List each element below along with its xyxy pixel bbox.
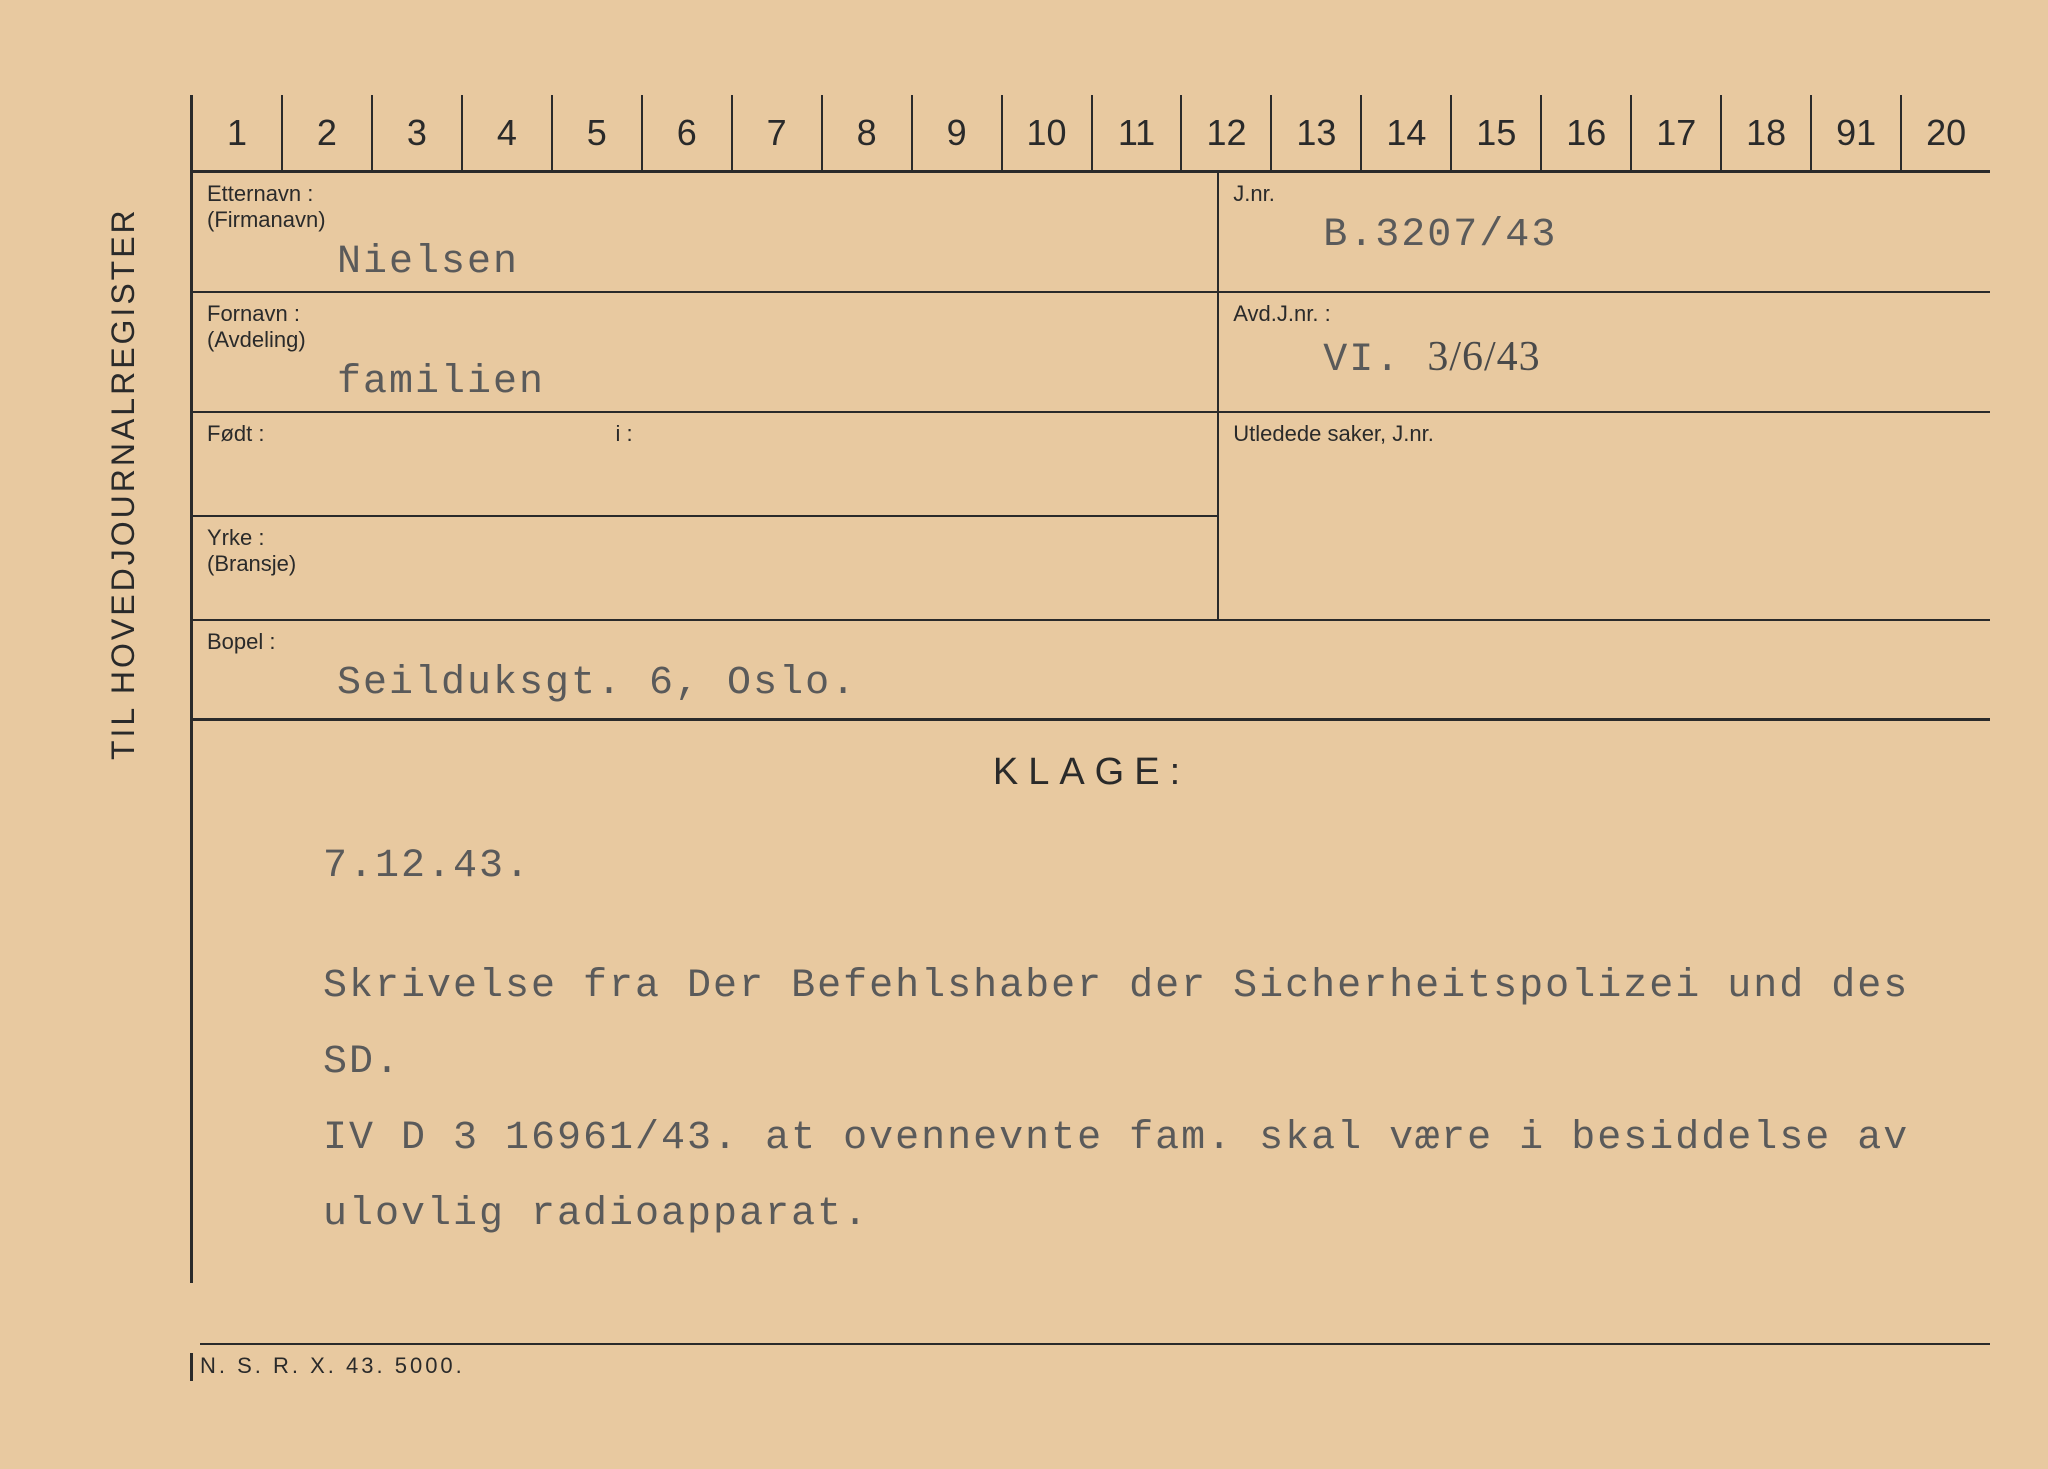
label-etternavn: Etternavn : [207,181,1203,207]
klage-body: Skrivelse fra Der Befehlshaber der Siche… [223,949,1960,1253]
number-cell: 7 [733,95,823,170]
field-bopel: Bopel : Seilduksgt. 6, Oslo. [190,621,1990,721]
klage-line: IV D 3 16961/43. at ovennevnte fam. skal… [323,1101,1940,1177]
number-cell: 4 [463,95,553,170]
form-area: 1234567891011121314151617189120 Etternav… [190,95,1990,1283]
index-card: TIL HOVEDJOURNALREGISTER 123456789101112… [45,40,2003,1429]
field-yrke: Yrke : (Bransje) [193,517,1217,621]
number-cell: 5 [553,95,643,170]
number-cell: 11 [1093,95,1183,170]
number-cell: 12 [1182,95,1272,170]
field-utledede: Utledede saker, J.nr. [1219,413,1990,621]
number-cell: 16 [1542,95,1632,170]
footer-left-tick [190,1353,193,1381]
number-row: 1234567891011121314151617189120 [190,95,1990,173]
value-fornavn: familien [207,354,1203,411]
value-yrke [207,578,1203,626]
label-avdjnr: Avd.J.nr. : [1233,301,1976,327]
number-cell: 91 [1812,95,1902,170]
label-utledede: Utledede saker, J.nr. [1233,421,1976,447]
value-jnr: B.3207/43 [1233,207,1976,264]
value-avdjnr: VI. 3/6/43 [1233,327,1976,389]
value-fodt [207,447,606,495]
value-etternavn: Nielsen [207,234,1203,291]
number-cell: 20 [1902,95,1990,170]
klage-line: ulovlig radioapparat. [323,1177,1940,1253]
value-avdjnr-hand: 3/6/43 [1427,334,1540,380]
number-cell: 2 [283,95,373,170]
footer-note: N. S. R. X. 43. 5000. [200,1343,1990,1379]
label-yrke: Yrke : [207,525,1203,551]
field-etternavn: Etternavn : (Firmanavn) Nielsen [193,173,1217,293]
number-cell: 1 [193,95,283,170]
number-cell: 3 [373,95,463,170]
label-jnr: J.nr. [1233,181,1976,207]
value-fodt-i [616,447,1204,495]
sublabel-etternavn: (Firmanavn) [207,207,326,232]
klage-date: 7.12.43. [223,844,1960,889]
upper-grid: Etternavn : (Firmanavn) Nielsen Fornavn … [190,173,1990,621]
sublabel-yrke: (Bransje) [207,551,296,576]
number-cell: 14 [1362,95,1452,170]
right-column: J.nr. B.3207/43 Avd.J.nr. : VI. 3/6/43 U… [1217,173,1990,621]
field-fodt: Født : i : [193,413,1217,517]
label-fodt-i: i : [616,421,1204,447]
label-bopel: Bopel : [207,629,1976,655]
label-fornavn: Fornavn : [207,301,1203,327]
field-jnr: J.nr. B.3207/43 [1219,173,1990,293]
klage-heading: KLAGE: [223,751,1960,794]
klage-line: Skrivelse fra Der Befehlshaber der Siche… [323,949,1940,1101]
number-cell: 10 [1003,95,1093,170]
number-cell: 17 [1632,95,1722,170]
field-fornavn: Fornavn : (Avdeling) familien [193,293,1217,413]
value-bopel: Seilduksgt. 6, Oslo. [207,655,1976,712]
number-cell: 6 [643,95,733,170]
left-column: Etternavn : (Firmanavn) Nielsen Fornavn … [193,173,1217,621]
value-utledede [1233,447,1976,495]
number-cell: 18 [1722,95,1812,170]
footer-text: N. S. R. X. 43. 5000. [200,1345,465,1379]
number-cell: 8 [823,95,913,170]
number-cell: 13 [1272,95,1362,170]
number-cell: 9 [913,95,1003,170]
value-avdjnr-prefix: VI. [1323,338,1401,383]
klage-section: KLAGE: 7.12.43. Skrivelse fra Der Befehl… [190,721,1990,1283]
field-avdjnr: Avd.J.nr. : VI. 3/6/43 [1219,293,1990,413]
sublabel-fornavn: (Avdeling) [207,327,306,352]
number-cell: 15 [1452,95,1542,170]
label-fodt: Født : [207,421,606,447]
vertical-title: TIL HOVEDJOURNALREGISTER [105,207,142,760]
